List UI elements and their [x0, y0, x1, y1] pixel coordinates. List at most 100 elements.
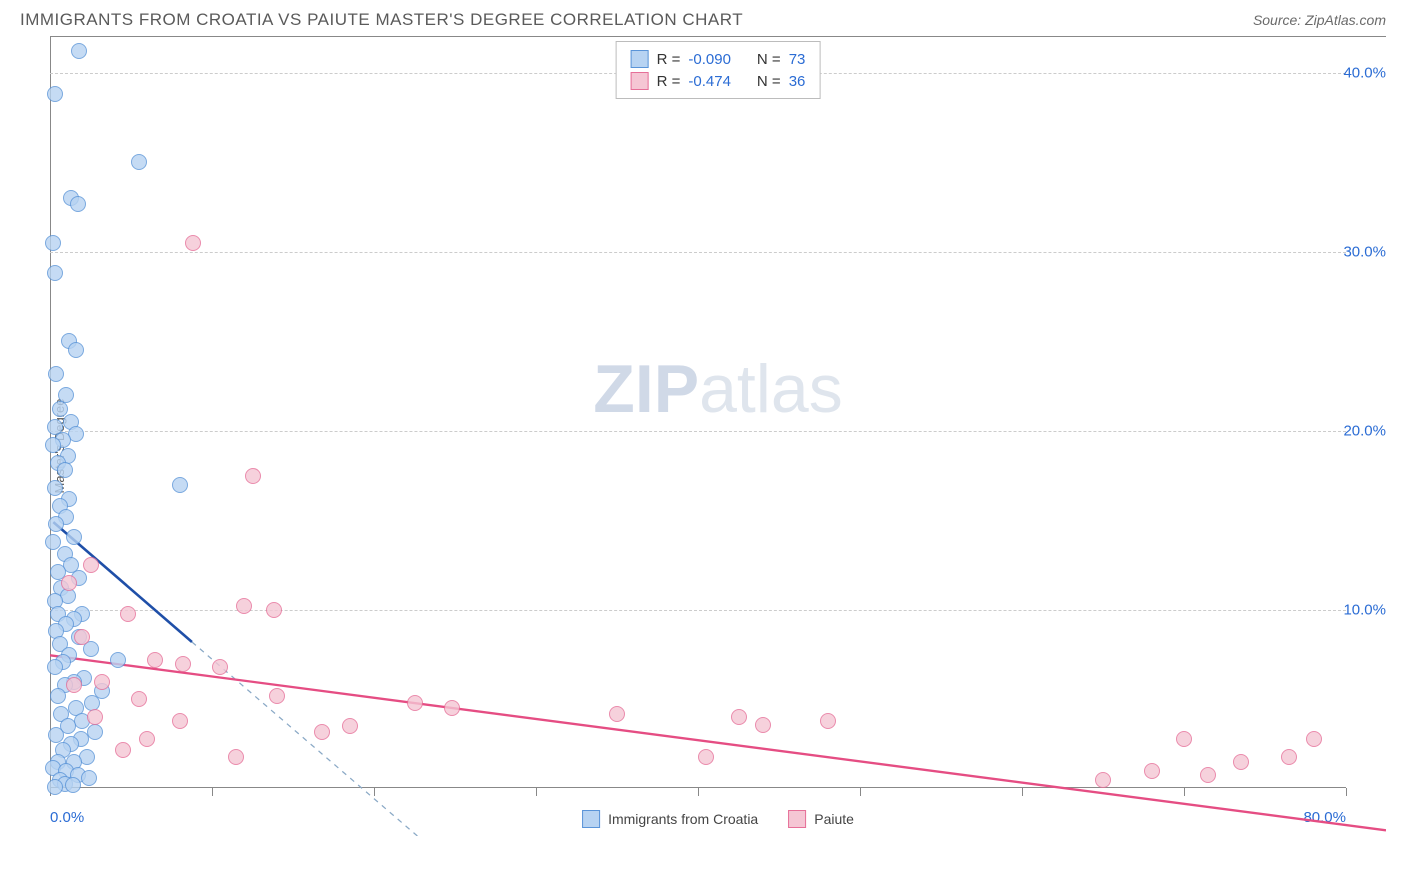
legend-n-label: N =	[757, 51, 781, 68]
x-tick	[860, 788, 861, 796]
x-tick	[698, 788, 699, 796]
scatter-point-paiute	[87, 709, 103, 725]
scatter-point-paiute	[131, 691, 147, 707]
legend-series-item: Immigrants from Croatia	[582, 810, 758, 828]
legend-correlation-row: R = -0.474 N = 36	[631, 70, 806, 92]
x-tick	[1346, 788, 1347, 796]
watermark: ZIPatlas	[593, 350, 842, 428]
scatter-point-croatia	[68, 342, 84, 358]
scatter-point-paiute	[115, 742, 131, 758]
x-tick-label: 80.0%	[1303, 809, 1346, 826]
scatter-point-paiute	[1176, 731, 1192, 747]
legend-swatch	[631, 72, 649, 90]
scatter-point-paiute	[139, 731, 155, 747]
header: IMMIGRANTS FROM CROATIA VS PAIUTE MASTER…	[0, 0, 1406, 36]
scatter-point-croatia	[45, 437, 61, 453]
scatter-point-croatia	[66, 529, 82, 545]
y-tick-label: 40.0%	[1343, 64, 1386, 81]
gridline	[50, 431, 1346, 432]
scatter-point-croatia	[48, 366, 64, 382]
legend-correlation-box: R = -0.090 N = 73 R = -0.474 N = 36	[616, 41, 821, 99]
scatter-point-paiute	[228, 749, 244, 765]
scatter-point-paiute	[175, 656, 191, 672]
legend-r-value: -0.090	[688, 51, 731, 68]
scatter-point-paiute	[1200, 767, 1216, 783]
scatter-point-croatia	[50, 688, 66, 704]
legend-r-value: -0.474	[688, 73, 731, 90]
scatter-point-croatia	[47, 86, 63, 102]
scatter-point-croatia	[71, 43, 87, 59]
scatter-point-paiute	[444, 700, 460, 716]
scatter-point-paiute	[407, 695, 423, 711]
scatter-point-croatia	[47, 779, 63, 795]
legend-n-value: 73	[789, 51, 806, 68]
legend-n-label: N =	[757, 73, 781, 90]
scatter-point-paiute	[236, 598, 252, 614]
scatter-point-paiute	[731, 709, 747, 725]
scatter-point-croatia	[70, 196, 86, 212]
scatter-point-croatia	[65, 777, 81, 793]
legend-series: Immigrants from Croatia Paiute	[582, 810, 854, 828]
scatter-point-paiute	[609, 706, 625, 722]
scatter-point-paiute	[1233, 754, 1249, 770]
scatter-point-paiute	[245, 468, 261, 484]
legend-series-label: Immigrants from Croatia	[608, 811, 758, 827]
legend-series-item: Paiute	[788, 810, 854, 828]
scatter-point-croatia	[131, 154, 147, 170]
scatter-point-croatia	[172, 477, 188, 493]
scatter-point-paiute	[1144, 763, 1160, 779]
scatter-point-paiute	[66, 677, 82, 693]
chart-title: IMMIGRANTS FROM CROATIA VS PAIUTE MASTER…	[20, 10, 743, 30]
scatter-point-paiute	[61, 575, 77, 591]
scatter-point-paiute	[266, 602, 282, 618]
legend-swatch	[582, 810, 600, 828]
scatter-point-croatia	[47, 480, 63, 496]
legend-n-value: 36	[789, 73, 806, 90]
scatter-point-paiute	[185, 235, 201, 251]
legend-swatch	[631, 50, 649, 68]
scatter-point-paiute	[172, 713, 188, 729]
legend-r-label: R =	[657, 51, 681, 68]
scatter-point-paiute	[698, 749, 714, 765]
scatter-point-croatia	[47, 265, 63, 281]
scatter-point-croatia	[110, 652, 126, 668]
scatter-point-paiute	[212, 659, 228, 675]
watermark-rest: atlas	[699, 351, 843, 427]
x-tick	[536, 788, 537, 796]
scatter-point-paiute	[314, 724, 330, 740]
y-tick-label: 30.0%	[1343, 243, 1386, 260]
y-tick-label: 10.0%	[1343, 601, 1386, 618]
x-tick-label: 0.0%	[50, 809, 84, 826]
scatter-point-paiute	[1095, 772, 1111, 788]
legend-series-label: Paiute	[814, 811, 854, 827]
scatter-point-paiute	[74, 629, 90, 645]
x-tick	[1022, 788, 1023, 796]
scatter-point-paiute	[83, 557, 99, 573]
scatter-point-paiute	[1306, 731, 1322, 747]
scatter-point-paiute	[147, 652, 163, 668]
scatter-point-paiute	[94, 674, 110, 690]
scatter-point-croatia	[57, 462, 73, 478]
scatter-point-paiute	[1281, 749, 1297, 765]
scatter-point-paiute	[342, 718, 358, 734]
legend-swatch	[788, 810, 806, 828]
scatter-point-croatia	[81, 770, 97, 786]
scatter-point-croatia	[48, 516, 64, 532]
gridline	[50, 252, 1346, 253]
trend-lines	[50, 37, 1386, 836]
watermark-bold: ZIP	[593, 351, 699, 427]
x-tick	[212, 788, 213, 796]
scatter-point-paiute	[755, 717, 771, 733]
scatter-point-croatia	[47, 659, 63, 675]
scatter-point-croatia	[84, 695, 100, 711]
scatter-point-croatia	[87, 724, 103, 740]
scatter-point-croatia	[45, 235, 61, 251]
y-tick-label: 20.0%	[1343, 422, 1386, 439]
scatter-point-paiute	[269, 688, 285, 704]
source-attribution: Source: ZipAtlas.com	[1253, 12, 1386, 28]
chart-area: ZIPatlas 10.0%20.0%30.0%40.0% 0.0%80.0% …	[50, 36, 1386, 836]
scatter-point-paiute	[120, 606, 136, 622]
y-axis-line	[50, 37, 51, 788]
x-tick	[1184, 788, 1185, 796]
legend-r-label: R =	[657, 73, 681, 90]
